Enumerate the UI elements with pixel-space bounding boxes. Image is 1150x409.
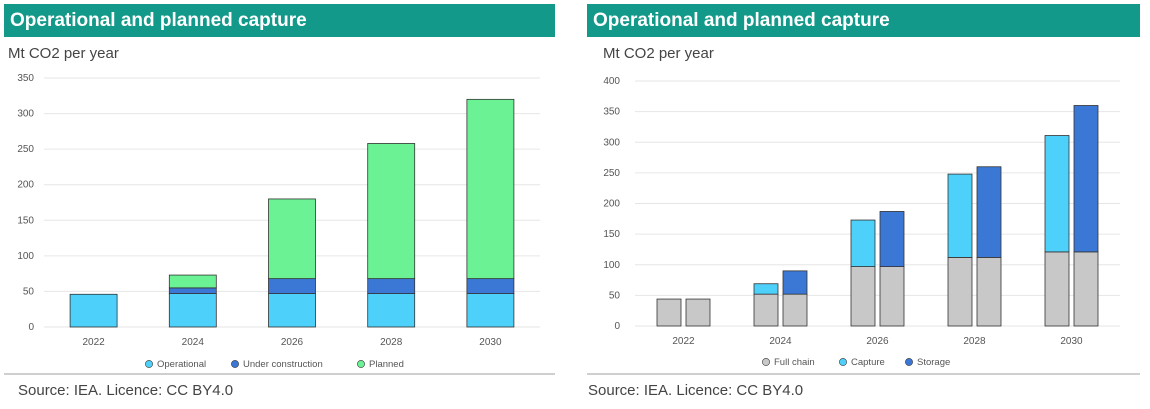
bar-segment [850,266,876,327]
bar-segment [879,211,905,267]
legend-label: Full chain [774,357,815,368]
x-tick-label: 2024 [769,336,792,347]
bar-segment [268,198,316,280]
y-tick-label: 150 [17,215,34,226]
y-tick-label: 200 [17,180,34,191]
legend-marker [357,360,365,368]
y-tick-label: 350 [17,73,34,84]
bar-segment [782,270,808,295]
right-chart-panel: Operational and planned capture Mt CO2 p… [587,4,1140,63]
bar-segment [976,256,1002,327]
legend-label: Capture [851,357,885,368]
bar-segment [782,293,808,327]
x-tick-label: 2022 [82,337,105,348]
y-tick-label: 0 [614,321,620,332]
bar-segment [466,293,515,328]
x-tick-label: 2030 [1060,336,1083,347]
bar-segment [850,219,876,267]
legend-marker [145,360,153,368]
bar-segment [1073,251,1099,327]
legend-label: Planned [369,359,404,370]
bar-segment [656,298,682,327]
legend-label: Operational [157,359,206,370]
y-tick-label: 300 [17,109,34,120]
x-tick-label: 2026 [866,336,889,347]
x-tick-label: 2026 [281,337,304,348]
bar-segment [268,293,316,328]
bar-segment [1044,135,1070,253]
y-tick-label: 50 [609,290,621,301]
legend-marker [762,358,770,366]
x-tick-label: 2030 [479,337,502,348]
left-chart-panel: Operational and planned capture Mt CO2 p… [4,4,555,63]
bar-segment [879,266,905,327]
legend-marker [231,360,239,368]
x-tick-label: 2028 [963,336,986,347]
bar-segment [753,283,779,295]
y-tick-label: 100 [603,260,620,271]
bar-segment [1073,105,1099,253]
y-tick-label: 0 [28,322,34,333]
source-note: Source: IEA. Licence: CC BY4.0 [588,382,804,399]
x-tick-label: 2028 [380,337,403,348]
bar-segment [947,173,973,258]
bar-segment [69,293,118,328]
y-tick-label: 100 [17,251,34,262]
y-tick-label: 350 [603,107,620,118]
bar-segment [685,298,711,327]
y-tick-label: 400 [603,76,620,87]
unit-label: Mt CO2 per year [8,45,119,62]
legend-label: Under construction [243,359,323,370]
bar-segment [367,278,416,294]
bar-segment [168,274,217,289]
legend-label: Storage [917,357,950,368]
source-note: Source: IEA. Licence: CC BY4.0 [18,382,234,399]
x-tick-label: 2024 [182,337,205,348]
bar-segment [168,287,217,294]
bar-segment [367,143,416,280]
bar-segment [268,278,316,294]
x-tick-label: 2022 [672,336,695,347]
divider [4,373,555,375]
bar-segment [168,293,217,328]
bar-segment [976,166,1002,258]
bar-segment [466,278,515,294]
y-tick-label: 300 [603,137,620,148]
bar-segment [1044,251,1070,327]
bar-segment [753,293,779,327]
stacked-bar-chart: 0 50 100 150 200 250 300 350 2022 2024 2026 2028 203… [17,73,540,370]
y-tick-label: 250 [17,144,34,155]
bar-segment [367,293,416,328]
grouped-stacked-bar-chart: 0 50 100 150 200 250 300 350 400 2022 2024 2026 2028… [603,76,1120,368]
unit-label: Mt CO2 per year [603,45,714,62]
bar-segment [466,98,515,280]
y-tick-label: 150 [603,229,620,240]
y-tick-label: 200 [603,199,620,210]
chart-title: Operational and planned capture [4,4,555,37]
legend-marker [905,358,913,366]
legend-marker [839,358,847,366]
y-tick-label: 50 [23,286,35,297]
y-tick-label: 250 [603,168,620,179]
chart-title: Operational and planned capture [587,4,1140,37]
bar-segment [947,256,973,327]
divider [587,373,1140,375]
